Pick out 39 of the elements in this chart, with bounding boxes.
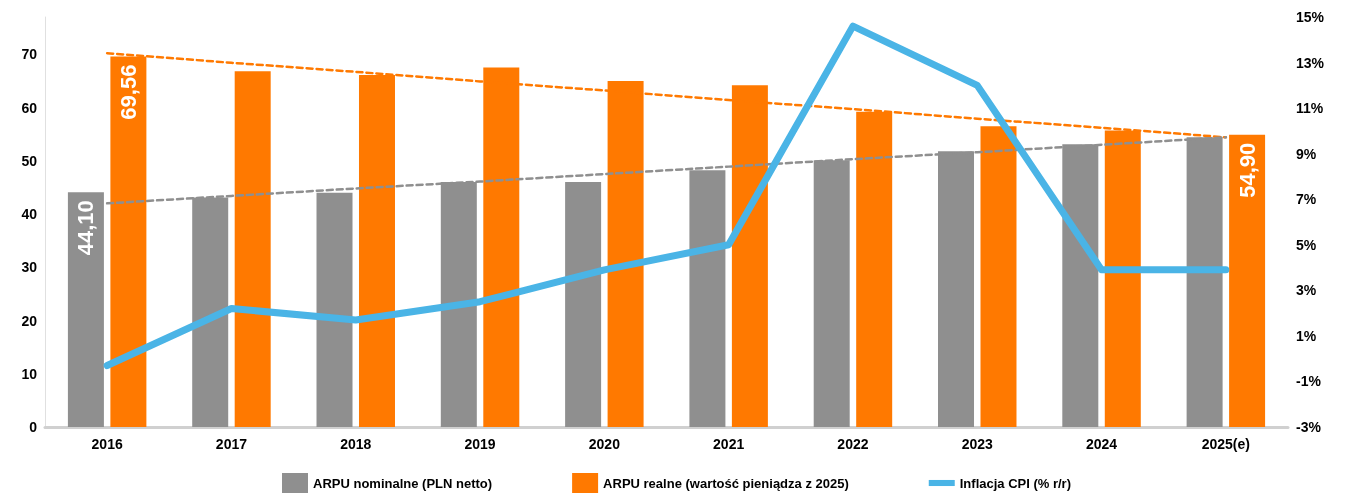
y2-tick-label: -3% [1296, 419, 1322, 435]
data-label: 54,90 [1234, 142, 1260, 198]
x-tick-label: 2018 [340, 436, 372, 452]
legend-label: ARPU realne (wartość pieniądza z 2025) [603, 475, 849, 491]
y-tick-label: 20 [21, 312, 38, 329]
bar [565, 182, 602, 427]
y2-tick-label: 7% [1296, 191, 1317, 208]
y2-tick-label: 5% [1296, 236, 1317, 253]
y2-tick-label: 13% [1296, 54, 1325, 71]
x-tick-label: 2023 [961, 436, 994, 452]
x-tick-label: 2019 [464, 436, 496, 452]
y2-tick-label: 9% [1296, 145, 1317, 162]
y2-tick-label: 11% [1296, 100, 1324, 117]
y-tick-label: 60 [21, 99, 38, 116]
y-tick-label: 40 [21, 206, 38, 223]
x-tick-label: 2024 [1085, 436, 1118, 452]
y2-tick-label: 3% [1296, 282, 1317, 299]
y-tick-label: 70 [21, 46, 38, 63]
bar [67, 192, 104, 427]
data-label: 69,56 [115, 64, 141, 120]
legend-label: Inflacja CPI (% r/r) [959, 475, 1071, 491]
y2-tick-label: 1% [1296, 327, 1317, 344]
y-tick-label: 30 [21, 259, 38, 276]
y-tick-label: 0 [29, 419, 38, 435]
bar [980, 126, 1017, 427]
y-tick-label: 50 [21, 152, 38, 169]
x-tick-label: 2017 [215, 436, 248, 452]
y2-tick-label: -1% [1296, 373, 1322, 390]
x-tick-label: 2020 [588, 436, 621, 452]
y2-tick-label: 15% [1296, 9, 1325, 25]
bar [1229, 134, 1266, 427]
data-label: 44,10 [73, 200, 99, 256]
bar [234, 71, 271, 427]
legend-label: ARPU nominalne (PLN netto) [313, 475, 493, 491]
x-tick-label: 2022 [837, 436, 869, 452]
x-tick-label: 2025(e) [1201, 436, 1250, 452]
x-tick-label: 2021 [713, 436, 745, 452]
x-tick-label: 2016 [91, 436, 123, 452]
y-tick-label: 10 [21, 365, 38, 382]
